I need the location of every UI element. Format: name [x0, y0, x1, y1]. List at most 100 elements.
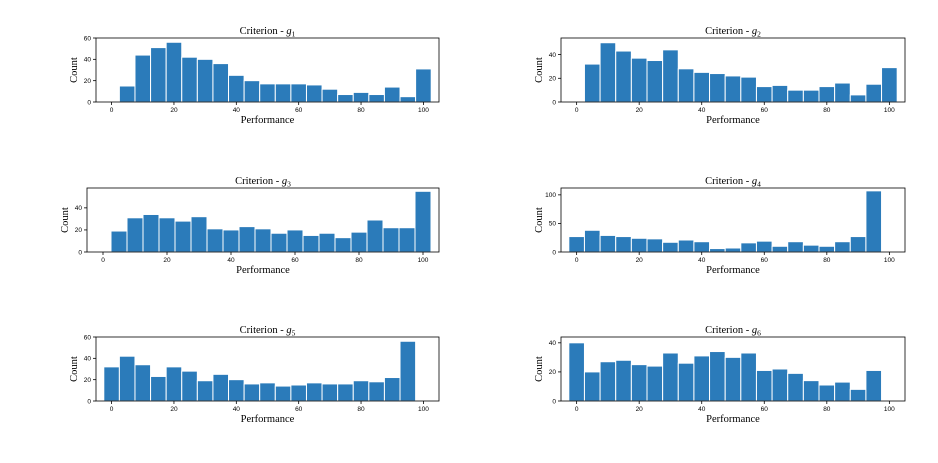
histogram-bar	[222, 229, 240, 253]
x-tick-label: 60	[761, 406, 769, 413]
x-tick-label: 40	[698, 257, 706, 264]
x-tick-label: 80	[823, 257, 831, 264]
x-tick-label: 0	[575, 107, 579, 114]
chart-panel-1: 0 20 40 60 80 100 0 20 40 60 Criterion - g1 Perform…	[69, 26, 440, 126]
histogram-bar	[630, 57, 648, 103]
y-tick-label: 50	[549, 221, 557, 228]
y-tick-label: 20	[84, 377, 92, 384]
histogram-bar	[352, 380, 370, 402]
histogram-bar	[305, 382, 323, 402]
histogram-bar	[196, 58, 214, 103]
histogram-bar	[150, 47, 167, 103]
histogram-bar	[286, 229, 304, 253]
histogram-bar	[615, 359, 632, 402]
histogram-bar	[787, 372, 804, 402]
chart-title-subscript: 5	[292, 329, 296, 338]
x-axis-label: Performance	[706, 414, 760, 425]
histogram-bar	[118, 85, 136, 103]
y-tick-label: 60	[84, 334, 92, 341]
histogram-bar	[865, 83, 883, 103]
histogram-bar	[740, 242, 757, 253]
chart-title-prefix: Criterion -	[705, 176, 752, 187]
histogram-bar	[755, 240, 773, 253]
histogram-bar	[228, 379, 245, 402]
histogram-bar	[583, 63, 601, 103]
histogram-bar	[583, 229, 601, 253]
x-tick-label: 100	[418, 257, 429, 264]
histogram-bar	[352, 91, 370, 103]
chart-title: Criterion - g6	[705, 325, 761, 338]
histogram-bar	[599, 361, 617, 402]
x-tick-label: 80	[823, 406, 831, 413]
histogram-bar	[755, 86, 773, 103]
histogram-bar	[238, 226, 256, 253]
histogram-bar	[802, 380, 820, 402]
histogram-bar	[196, 380, 214, 402]
chart-title-symbol: g	[286, 26, 291, 37]
histogram-bar	[305, 84, 323, 103]
histogram-bar	[849, 388, 867, 402]
histogram-bar	[568, 236, 585, 253]
x-tick-label: 100	[884, 406, 895, 413]
histogram-bar	[677, 362, 695, 402]
histogram-bar	[724, 356, 742, 402]
histogram-bar	[382, 227, 400, 253]
histogram-bar	[802, 244, 820, 253]
histogram-bar	[615, 236, 632, 253]
histogram-bar	[290, 384, 307, 402]
histogram-bar	[399, 340, 417, 402]
y-tick-label: 20	[549, 369, 557, 376]
x-tick-label: 0	[575, 257, 579, 264]
y-tick-label: 100	[545, 192, 556, 199]
histogram-bar	[228, 74, 245, 103]
x-tick-label: 20	[636, 107, 644, 114]
chart-title-prefix: Criterion -	[240, 325, 287, 336]
x-axis-label: Performance	[241, 115, 295, 126]
histogram-bar	[599, 234, 617, 253]
histogram-bar	[142, 213, 160, 253]
y-axis-label: Count	[534, 57, 545, 83]
y-axis-label: Count	[534, 207, 545, 233]
y-tick-label: 20	[75, 227, 83, 234]
chart-title: Criterion - g1	[240, 26, 296, 39]
histogram-bar	[321, 383, 339, 402]
histogram-bar	[368, 94, 385, 103]
histogram-bar	[181, 56, 198, 103]
histogram-bar	[865, 369, 883, 402]
histogram-bar	[243, 80, 261, 103]
chart-title: Criterion - g4	[705, 176, 761, 189]
histogram-bar	[677, 239, 695, 253]
histogram-bar	[190, 216, 208, 253]
x-tick-label: 20	[170, 107, 178, 114]
y-tick-label: 40	[549, 52, 557, 59]
y-tick-label: 20	[84, 78, 92, 85]
histogram-bar	[243, 383, 261, 402]
chart-panel-6: 0 20 40 60 80 100 0 20 40 Criterion - g6 Performan…	[534, 325, 906, 425]
y-axis-label: Count	[534, 356, 545, 382]
x-tick-label: 80	[357, 406, 365, 413]
histogram-bar	[174, 220, 192, 253]
histogram-bar	[818, 245, 836, 253]
x-tick-label: 60	[295, 406, 303, 413]
histogram-bar	[415, 68, 432, 103]
histogram-bar	[334, 237, 352, 253]
x-tick-label: 100	[884, 257, 895, 264]
chart-title-symbol: g	[282, 176, 287, 187]
histogram-bar	[740, 76, 757, 103]
y-tick-label: 0	[552, 249, 556, 256]
histogram-bar	[662, 352, 679, 402]
chart-panel-2: 0 20 40 60 80 100 0 20 40 Criterion - g2 Performan…	[534, 26, 906, 126]
histogram-bar	[677, 68, 695, 103]
chart-panel-5: 0 20 40 60 80 100 0 20 40 60 Criterion - g5 Perform…	[69, 325, 440, 425]
y-tick-label: 0	[552, 398, 556, 405]
chart-title-subscript: 2	[757, 30, 761, 39]
histogram-bar	[321, 88, 339, 103]
y-axis-label: Count	[69, 356, 80, 382]
histogram-bar	[337, 94, 354, 103]
x-tick-label: 60	[761, 107, 769, 114]
chart-title-prefix: Criterion -	[235, 176, 282, 187]
histogram-bar	[740, 352, 757, 402]
chart-title: Criterion - g2	[705, 26, 761, 39]
histogram-bar	[802, 89, 820, 103]
